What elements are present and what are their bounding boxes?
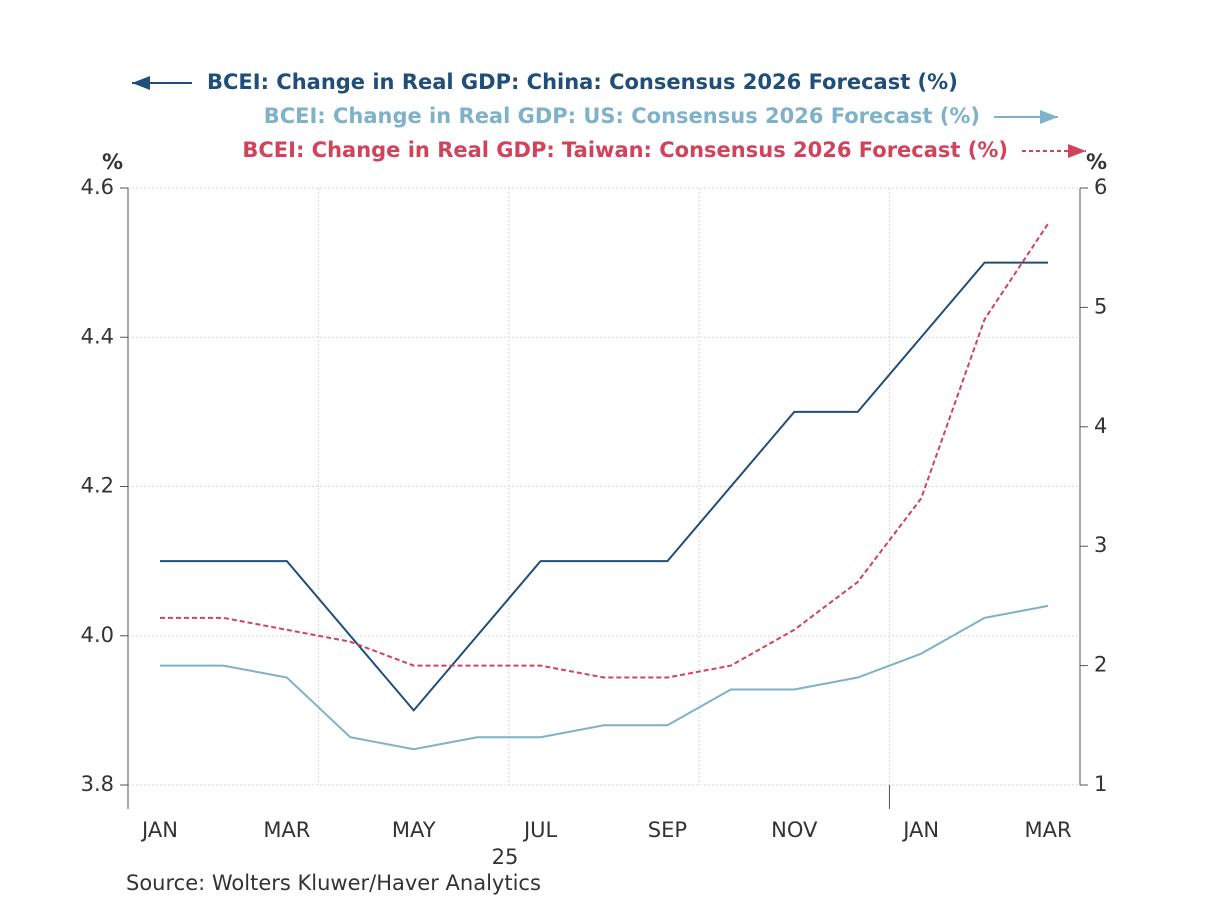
y2-tick-label: 3 — [1094, 533, 1107, 557]
y2-tick-label: 5 — [1094, 294, 1107, 318]
x-tick-label: NOV — [771, 818, 818, 842]
x-tick-label: SEP — [648, 818, 687, 842]
x-group-label: 25 — [492, 845, 519, 869]
legend-label: BCEI: Change in Real GDP: US: Consensus … — [264, 104, 980, 128]
x-tick-label: MAR — [263, 818, 310, 842]
x-tick-label: MAR — [1024, 818, 1071, 842]
y2-tick-label: 4 — [1094, 414, 1107, 438]
x-tick-label: MAY — [392, 818, 436, 842]
source: Source: Wolters Kluwer/Haver Analytics — [126, 871, 541, 895]
legend-arrow-head — [132, 76, 150, 90]
y2-tick-label: 2 — [1094, 653, 1107, 677]
y-tick-label: 4.6 — [81, 175, 114, 199]
x-tick-label: JUL — [522, 818, 558, 842]
y2-tick-label: 1 — [1094, 772, 1107, 796]
y-tick-label: 4.4 — [81, 324, 114, 348]
y2-axis-label: % — [1086, 150, 1107, 174]
x-tick-label: JAN — [901, 818, 939, 842]
legend-arrow-head — [1040, 110, 1058, 124]
series-line — [160, 223, 1049, 679]
series-line — [160, 604, 1049, 751]
series-line — [160, 261, 1048, 712]
y-tick-label: 4.0 — [81, 623, 114, 647]
legend-arrow-head — [1068, 144, 1086, 158]
y-axis-label: % — [102, 150, 123, 174]
x-tick-label: JAN — [140, 818, 178, 842]
y-tick-label: 4.2 — [81, 474, 114, 498]
y2-tick-label: 6 — [1094, 175, 1107, 199]
legend-label: BCEI: Change in Real GDP: Taiwan: Consen… — [242, 138, 1008, 162]
legend-label: BCEI: Change in Real GDP: China: Consens… — [207, 70, 958, 94]
y-tick-label: 3.8 — [81, 772, 114, 796]
